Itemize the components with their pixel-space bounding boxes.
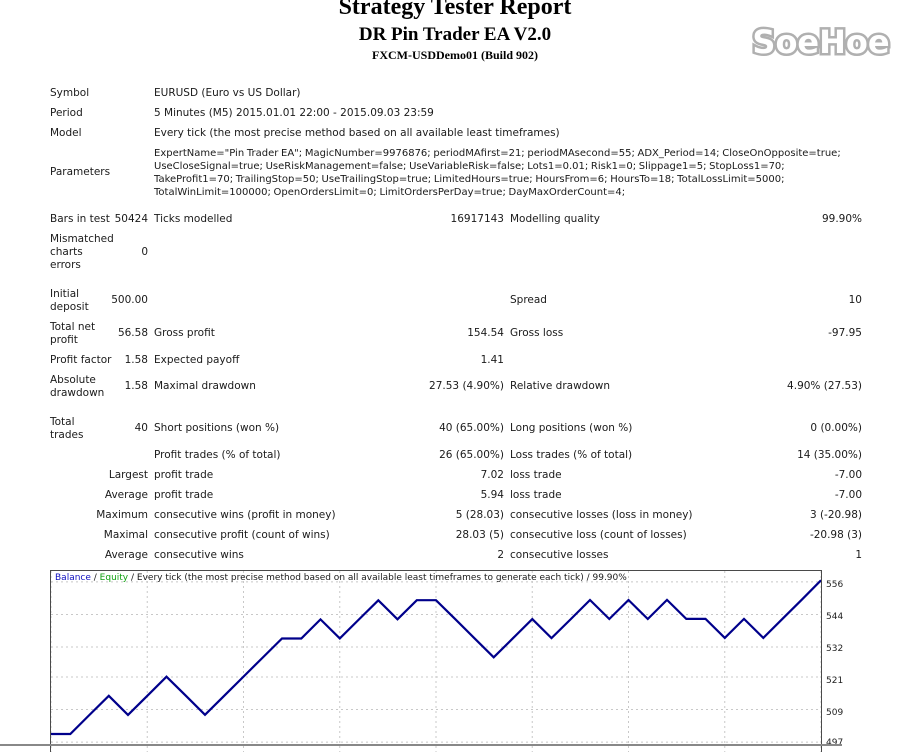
legend-separator: /	[90, 573, 100, 583]
average-consecutive-label: Average	[104, 549, 148, 561]
legend-equity: Equity	[99, 573, 129, 583]
balance-chart: Balance / Equity / Every tick (the most …	[50, 570, 822, 752]
max-consecutive-wins-value: 5 (28.03)	[455, 509, 504, 521]
deposit-label: Initial deposit	[50, 288, 89, 313]
gross-profit-value: 154.54	[467, 327, 504, 339]
net-profit-value: 56.58	[117, 327, 148, 339]
model-value: Every tick (the most precise method base…	[154, 127, 560, 139]
y-tick-label: 521	[826, 676, 844, 686]
net-profit-label: Total net profit	[50, 321, 96, 346]
expected-payoff-label: Expected payoff	[154, 354, 240, 366]
maximal-drawdown-label: Maximal drawdown	[154, 380, 256, 392]
short-positions-label: Short positions (won %)	[154, 422, 280, 434]
mismatched-label: Mismatched charts errors	[50, 233, 114, 271]
total-trades-label: Total trades	[50, 416, 84, 441]
ticks-value: 16917143	[450, 213, 504, 225]
max-consecutive-losses-value: 3 (-20.98)	[809, 509, 862, 521]
profit-trades-label: Profit trades (% of total)	[154, 449, 281, 461]
max-consecutive-losses-label: consecutive losses (loss in money)	[510, 509, 693, 521]
report-title: Strategy Tester Report	[338, 0, 572, 20]
symbol-value: EURUSD (Euro vs US Dollar)	[154, 87, 301, 99]
maximal-label: Maximal	[103, 529, 148, 541]
y-tick-label: 509	[826, 708, 844, 718]
largest-label: Largest	[108, 469, 148, 481]
ea-name: DR Pin Trader EA V2.0	[358, 24, 552, 45]
loss-trades-label: Loss trades (% of total)	[510, 449, 633, 461]
gross-profit-label: Gross profit	[154, 327, 215, 339]
balance-chart-svg	[51, 571, 821, 752]
absolute-drawdown-label: Absolute drawdown	[50, 374, 105, 399]
average-loss-value: -7.00	[834, 489, 862, 501]
maximal-consecutive-loss-label: consecutive loss (count of losses)	[510, 529, 687, 541]
expected-payoff-value: 1.41	[480, 354, 504, 366]
total-trades-value: 40	[134, 422, 148, 434]
maximal-consecutive-profit-label: consecutive profit (count of wins)	[154, 529, 330, 541]
legend-balance: Balance	[55, 573, 91, 583]
deposit-value: 500.00	[111, 294, 148, 306]
y-tick-label: 544	[826, 612, 844, 622]
largest-profit-label: profit trade	[154, 469, 214, 481]
profit-factor-value: 1.58	[124, 354, 148, 366]
profit-factor-label: Profit factor	[50, 354, 112, 366]
quality-label: Modelling quality	[510, 213, 600, 225]
balance-series-line	[51, 579, 821, 736]
y-tick-label: 532	[826, 644, 844, 654]
long-positions-label: Long positions (won %)	[510, 422, 633, 434]
largest-loss-value: -7.00	[834, 469, 862, 481]
chart-legend: Balance / Equity / Every tick (the most …	[55, 573, 627, 583]
maximal-drawdown-value: 27.53 (4.90%)	[429, 380, 504, 392]
max-consecutive-wins-label: consecutive wins (profit in money)	[154, 509, 336, 521]
average-profit-label: profit trade	[154, 489, 214, 501]
symbol-label: Symbol	[50, 87, 90, 99]
quality-value: 99.90%	[821, 213, 862, 225]
maximal-consecutive-profit-value: 28.03 (5)	[455, 529, 504, 541]
avg-consecutive-wins-value: 2	[497, 549, 504, 561]
chart-grid	[51, 571, 821, 752]
y-tick-label: 497	[826, 738, 844, 748]
gross-loss-label: Gross loss	[510, 327, 564, 339]
avg-consecutive-wins-label: consecutive wins	[154, 549, 244, 561]
model-label: Model	[50, 127, 82, 139]
spread-value: 10	[848, 294, 862, 306]
average-profit-value: 5.94	[480, 489, 504, 501]
avg-consecutive-losses-label: consecutive losses	[510, 549, 609, 561]
period-value: 5 Minutes (M5) 2015.01.01 22:00 - 2015.0…	[154, 107, 434, 119]
maximal-consecutive-loss-value: -20.98 (3)	[809, 529, 862, 541]
loss-trades-value: 14 (35.00%)	[797, 449, 862, 461]
bars-label: Bars in test	[50, 213, 110, 225]
chart-bottom-edge	[0, 744, 842, 746]
profit-trades-value: 26 (65.00%)	[439, 449, 504, 461]
maximum-label: Maximum	[96, 509, 148, 521]
soehoe-logo: SoeHoe	[750, 22, 892, 62]
ticks-label: Ticks modelled	[154, 213, 233, 225]
server-build: FXCM-USDDemo01 (Build 902)	[372, 48, 538, 62]
period-label: Period	[50, 107, 83, 119]
long-positions-value: 0 (0.00%)	[810, 422, 862, 434]
largest-profit-value: 7.02	[480, 469, 504, 481]
bars-value: 50424	[114, 213, 148, 225]
y-tick-label: 556	[826, 580, 844, 590]
short-positions-value: 40 (65.00%)	[439, 422, 504, 434]
logo-text: SoeHoe	[752, 23, 889, 61]
legend-description: / Every tick (the most precise method ba…	[128, 573, 627, 583]
largest-loss-label: loss trade	[510, 469, 562, 481]
absolute-drawdown-value: 1.58	[124, 380, 148, 392]
spread-label: Spread	[510, 294, 547, 306]
parameters-value: ExpertName="Pin Trader EA"; MagicNumber=…	[154, 148, 841, 198]
average-label: Average	[104, 489, 148, 501]
mismatched-value: 0	[141, 246, 148, 258]
average-loss-label: loss trade	[510, 489, 562, 501]
gross-loss-value: -97.95	[828, 327, 862, 339]
relative-drawdown-value: 4.90% (27.53)	[787, 380, 862, 392]
avg-consecutive-losses-value: 1	[855, 549, 862, 561]
relative-drawdown-label: Relative drawdown	[510, 380, 611, 392]
parameters-label: Parameters	[50, 166, 111, 178]
